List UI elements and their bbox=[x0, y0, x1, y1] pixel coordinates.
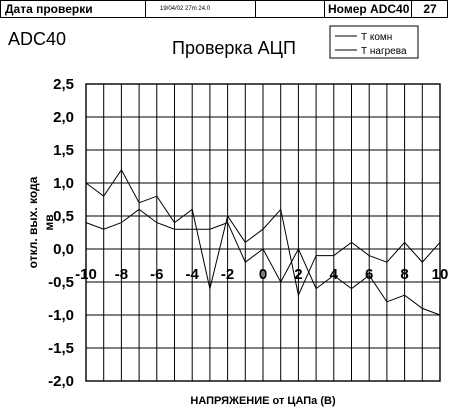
y-tick-label: -1,5 bbox=[48, 340, 74, 357]
legend-entry: Т нагрева bbox=[361, 46, 407, 57]
device-number-label: Номер ADC40 bbox=[324, 1, 412, 17]
x-tick-label: 2 bbox=[294, 266, 302, 283]
series-line-2 bbox=[85, 208, 441, 316]
y-tick-label: 2,5 bbox=[53, 76, 74, 93]
y-tick-label: -0,5 bbox=[48, 274, 74, 291]
x-tick-label: 6 bbox=[365, 266, 373, 283]
check-date-label: Дата проверки bbox=[5, 2, 93, 16]
x-tick-label: 8 bbox=[400, 266, 408, 283]
header-blank-cell bbox=[255, 1, 325, 17]
y-tick-label: -1,0 bbox=[48, 307, 74, 324]
x-tick-label: 10 bbox=[432, 266, 449, 283]
y-tick-label: -2,0 bbox=[48, 373, 74, 390]
x-axis-label: НАПРЯЖЕНИЕ от ЦАПа (В) bbox=[190, 395, 336, 407]
x-tick-label: -10 bbox=[75, 266, 97, 283]
y-tick-label: 2,0 bbox=[53, 109, 74, 126]
x-tick-label: -4 bbox=[186, 266, 200, 283]
x-tick-label: -6 bbox=[150, 266, 163, 283]
x-tick-label: 0 bbox=[259, 266, 267, 283]
legend-entry: Т комн bbox=[361, 32, 392, 43]
check-date-value: 19/04/02 27m 24.0 bbox=[145, 1, 255, 17]
x-tick-label: 4 bbox=[330, 266, 339, 283]
y-tick-label: 0,0 bbox=[53, 241, 74, 258]
x-tick-label: -2 bbox=[221, 266, 234, 283]
y-tick-label: 1,5 bbox=[53, 142, 74, 159]
x-tick-label: -8 bbox=[115, 266, 128, 283]
y-axis-label-line-1: откл. вых. кода bbox=[26, 176, 40, 268]
device-number-value: 27 bbox=[423, 2, 437, 16]
y-tick-label: 0,5 bbox=[53, 208, 74, 225]
report-header: Дата проверки 19/04/02 27m 24.0 Номер AD… bbox=[0, 0, 448, 18]
chart-title: Проверка АЦП bbox=[172, 38, 296, 58]
y-axis-label-line-2: мв bbox=[42, 214, 56, 230]
corner-label: ADC40 bbox=[8, 29, 67, 49]
series-line-1 bbox=[85, 168, 441, 297]
legend-box bbox=[329, 25, 419, 59]
y-tick-label: 1,0 bbox=[53, 175, 74, 192]
